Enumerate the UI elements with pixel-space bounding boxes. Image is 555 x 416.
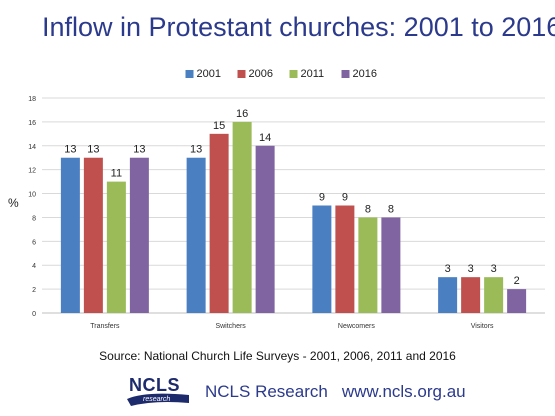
legend: 2001 2006 2011 2016 [185, 68, 377, 80]
logo-text: NCLS [129, 375, 180, 395]
bar-2006-switchers [209, 133, 229, 313]
bar-2001-newcomers [312, 205, 332, 313]
data-label: 2 [514, 275, 520, 287]
bar-2011-transfers [106, 181, 126, 313]
y-tick-label: 12 [28, 168, 36, 175]
bars [60, 121, 527, 313]
bar-2016-transfers [129, 157, 149, 313]
data-label: 13 [133, 144, 145, 156]
data-label: 9 [319, 192, 325, 204]
legend-swatch [237, 70, 246, 78]
footer-org-name: NCLS Research [205, 382, 328, 401]
y-tick-label: 10 [28, 192, 36, 199]
legend-swatch [185, 70, 194, 78]
page-title: Inflow in Protestant churches: 2001 to 2… [42, 12, 555, 42]
bar-2016-visitors [507, 289, 527, 313]
data-label: 9 [342, 192, 348, 204]
legend-label: 2006 [249, 68, 273, 80]
y-axis-label: % [8, 196, 19, 210]
ncls-logo: NCLS research [125, 375, 191, 409]
y-tick-label: 16 [28, 120, 36, 127]
y-tick-label: 6 [32, 239, 36, 246]
y-tick-label: 14 [28, 144, 36, 151]
bar-2001-visitors [438, 277, 458, 313]
bar-2016-newcomers [381, 217, 401, 313]
bar-2006-transfers [83, 157, 103, 313]
bar-2006-visitors [461, 277, 481, 313]
data-label: 8 [365, 203, 371, 215]
bar-2001-switchers [186, 157, 206, 313]
footer-url[interactable]: www.ncls.org.au [341, 382, 466, 401]
data-label: 13 [64, 144, 76, 156]
bar-2016-switchers [255, 145, 275, 313]
logo-subtext: research [143, 396, 171, 403]
data-label: 13 [190, 144, 202, 156]
data-label: 3 [468, 263, 474, 275]
bar-2011-visitors [484, 277, 504, 313]
legend-label: 2011 [301, 68, 325, 80]
data-label: 3 [491, 263, 497, 275]
y-tick-label: 4 [32, 263, 36, 270]
footer: NCLS research NCLS Research www.ncls.org… [125, 372, 466, 412]
data-label: 14 [259, 132, 271, 144]
data-labels: 13 13 11 13 13 15 16 14 9 9 8 8 3 3 3 2 [64, 108, 519, 287]
bar-chart: 0 2 4 6 8 10 12 14 16 18 Transfers Switchers Newcome… [8, 68, 545, 330]
legend-label: 2001 [197, 68, 221, 80]
y-tick-label: 18 [28, 96, 36, 103]
data-label: 16 [236, 108, 248, 120]
bar-2006-newcomers [335, 205, 355, 313]
legend-label: 2016 [353, 68, 377, 80]
legend-swatch [341, 70, 350, 78]
data-label: 15 [213, 120, 225, 132]
data-label: 11 [111, 168, 122, 180]
data-label: 13 [87, 144, 99, 156]
source-note: Source: National Church Life Surveys - 2… [99, 349, 456, 363]
logo-swoosh-icon [127, 393, 189, 406]
y-tick-label: 8 [32, 215, 36, 222]
data-label: 8 [388, 203, 394, 215]
bar-2011-newcomers [358, 217, 378, 313]
bar-2011-switchers [232, 121, 252, 313]
y-tick-label: 0 [32, 311, 36, 318]
x-tick-label: Transfers [90, 323, 120, 330]
y-tick-label: 2 [32, 287, 36, 294]
axes: 0 2 4 6 8 10 12 14 16 18 Transfers Switchers Newcome… [28, 96, 494, 330]
x-tick-label: Switchers [215, 323, 246, 330]
bar-2001-transfers [60, 157, 80, 313]
legend-swatch [289, 70, 298, 78]
x-tick-label: Newcomers [338, 323, 375, 330]
data-label: 3 [445, 263, 451, 275]
x-tick-label: Visitors [471, 323, 494, 330]
